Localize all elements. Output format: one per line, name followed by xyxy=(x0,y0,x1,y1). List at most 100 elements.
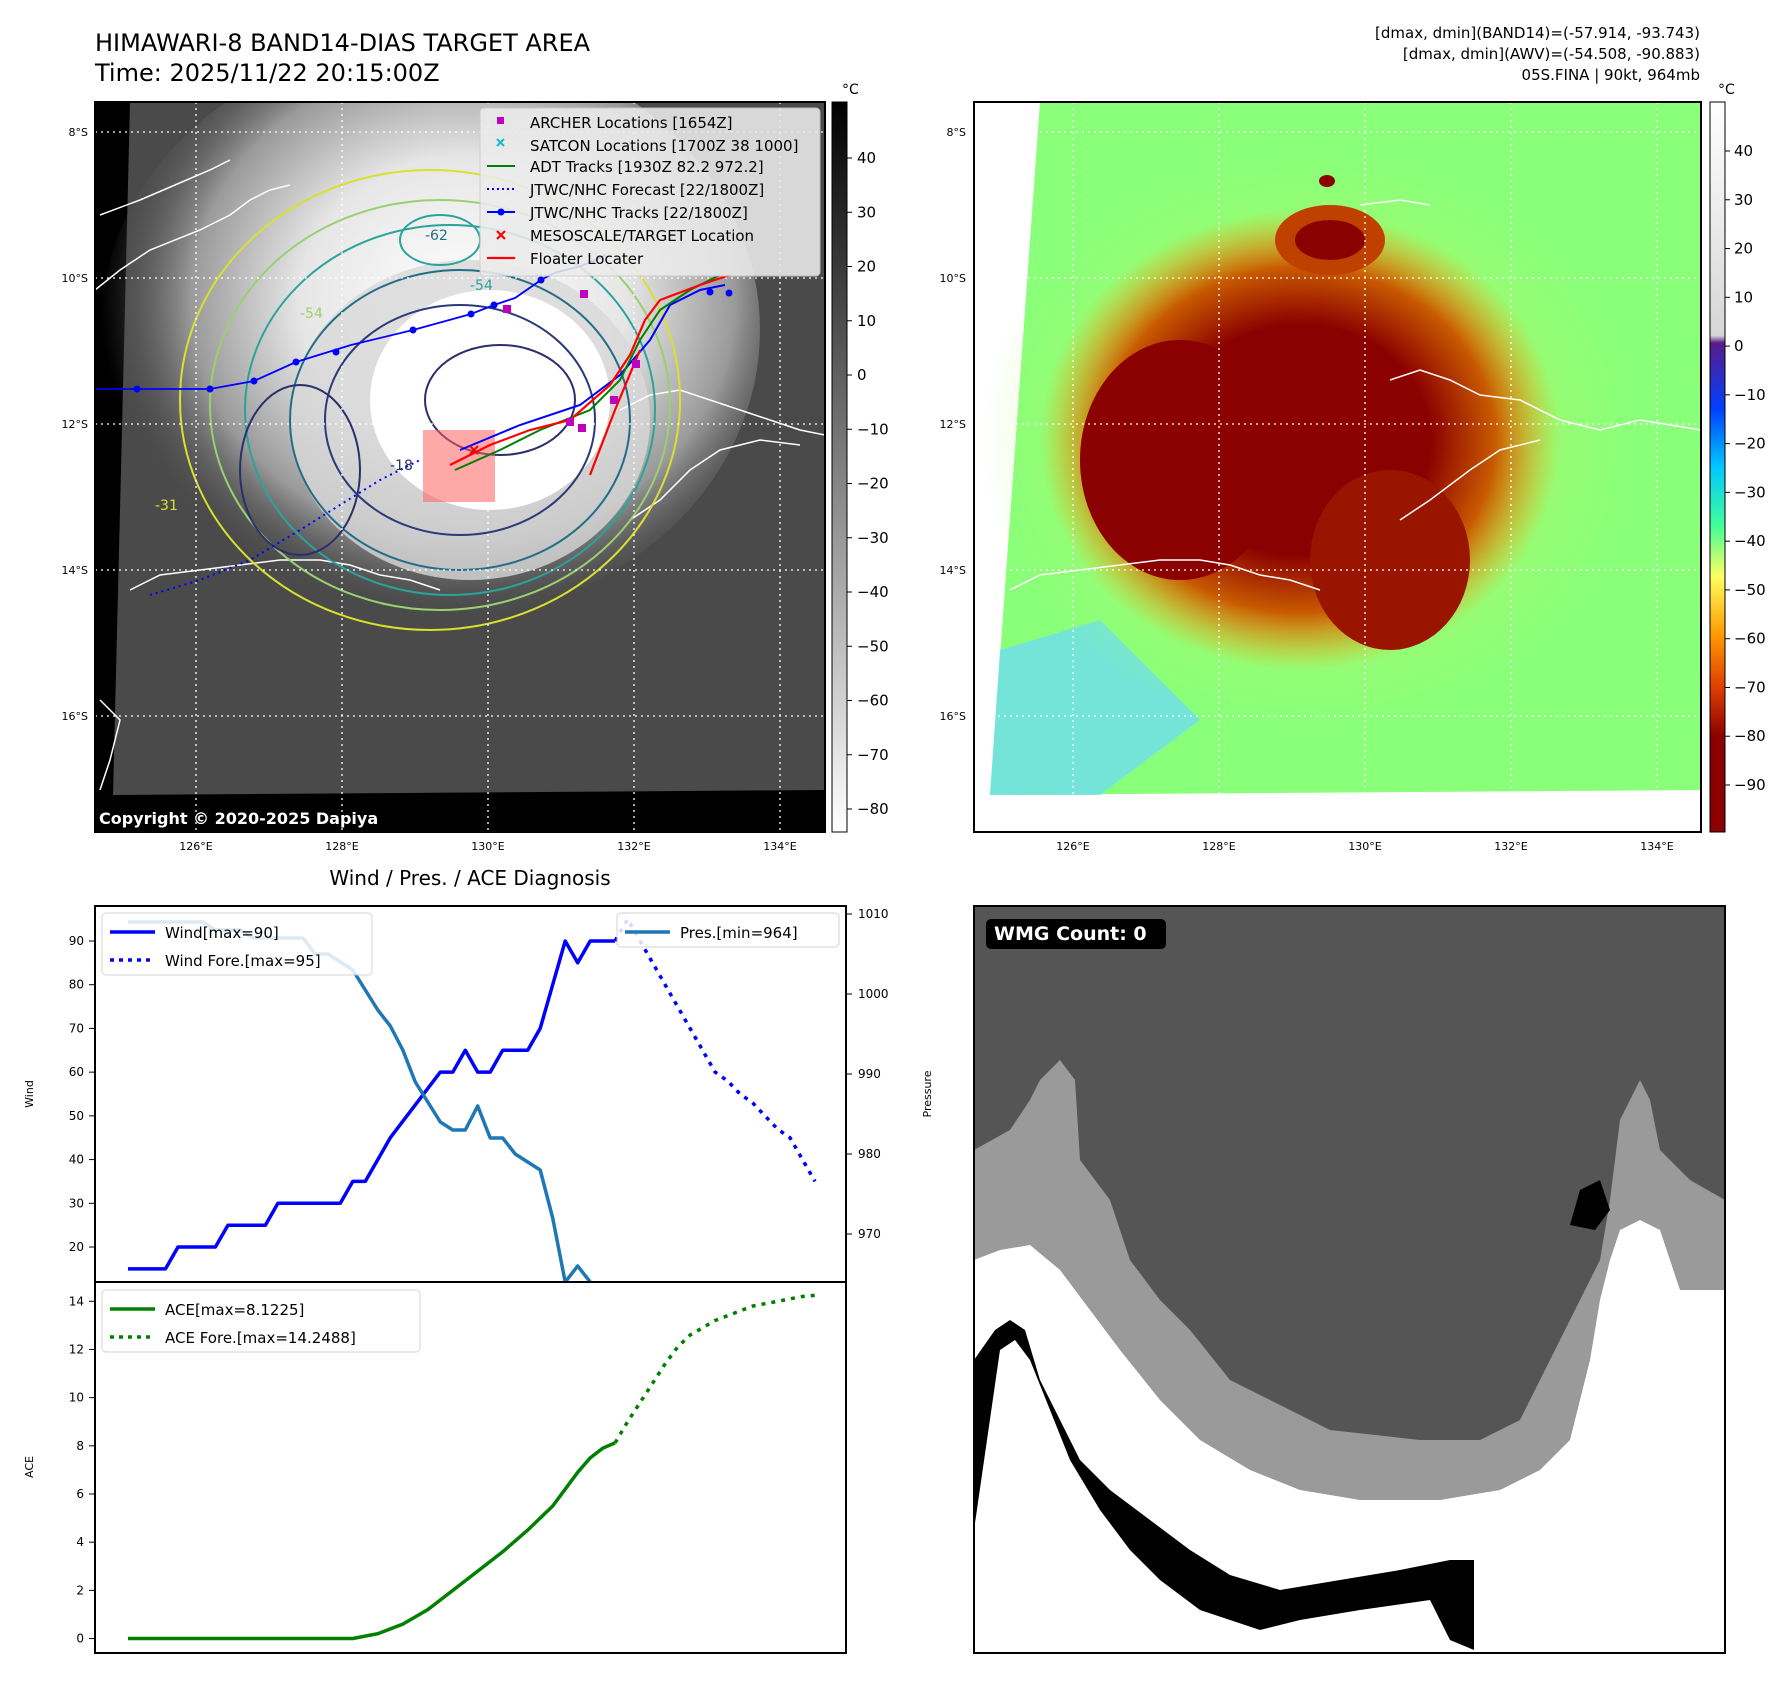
y-tick-label: 10 xyxy=(69,1391,84,1405)
colorbar-tick-label: −20 xyxy=(857,475,889,493)
awv-map-lat-labels: 8°S 10°S 12°S 14°S 16°S xyxy=(940,126,966,723)
target-area-box xyxy=(423,430,495,502)
contour-label: -62 xyxy=(425,228,448,244)
y-tick-label: 6 xyxy=(76,1487,84,1501)
ir-map-panel: -54 -31 -18 -54 -62 ARCHER Locations [16… xyxy=(62,101,826,853)
lat-label: 8°S xyxy=(947,126,966,139)
ace-chart: 0 2 4 6 8 10 12 14 ACE ACE[max=8.1225] ACE Fore… xyxy=(23,1281,847,1654)
info-awv: [dmax, dmin](AWV)=(-54.508, -90.883) xyxy=(1403,45,1700,63)
lon-label: 126°E xyxy=(179,840,212,853)
legend-marker-square xyxy=(497,117,504,124)
legend-marker-x xyxy=(496,230,506,240)
colorbar-tick-label: −60 xyxy=(857,692,889,710)
wind-axis-label: Wind xyxy=(23,1080,36,1108)
y-tick-label: 0 xyxy=(76,1632,84,1646)
wmg-count-badge xyxy=(986,919,1166,949)
pressure-axis-label: Pressure xyxy=(921,1070,934,1117)
colorbar-tick-label: 30 xyxy=(857,203,876,221)
svg-text:ADT Tracks [1930Z 82.2 972.2]: ADT Tracks [1930Z 82.2 972.2] xyxy=(530,158,764,176)
y-tick-label: 1000 xyxy=(858,987,889,1001)
wmg-black-region xyxy=(974,1320,1474,1650)
contour-label: -54 xyxy=(300,306,323,322)
svg-text:MESOSCALE/TARGET Location: MESOSCALE/TARGET Location xyxy=(530,227,754,245)
wind-pressure-chart: 20 30 40 50 60 70 80 90 970 980 990 1000 1010 Wind … xyxy=(23,905,934,1284)
contour-label: -31 xyxy=(155,498,178,514)
lon-label: 126°E xyxy=(1056,840,1089,853)
colorbar-tick-label: 40 xyxy=(1734,142,1753,160)
lon-label: 134°E xyxy=(1640,840,1673,853)
colorbar-tick-label: −50 xyxy=(857,637,889,655)
lon-label: 130°E xyxy=(1348,840,1381,853)
legend-item-archer: ARCHER Locations [1654Z] xyxy=(497,114,733,132)
colorbar-tick-label: −70 xyxy=(857,746,889,764)
colorbar-tick-label: −60 xyxy=(1734,630,1766,648)
svg-text:JTWC/NHC Tracks [22/1800Z]: JTWC/NHC Tracks [22/1800Z] xyxy=(529,204,748,222)
ir-map-lat-labels: 8°S 10°S 12°S 14°S 16°S xyxy=(62,126,88,723)
colorbar-tick-label: −30 xyxy=(1734,483,1766,501)
y-tick-label: 12 xyxy=(69,1342,84,1356)
y-tick-label: 8 xyxy=(76,1439,84,1453)
lat-label: 10°S xyxy=(62,272,88,285)
colorbar-tick-label: 10 xyxy=(1734,288,1753,306)
colorbar-unit: °C xyxy=(842,82,859,98)
awv-map-lon-labels: 126°E 128°E 130°E 132°E 134°E xyxy=(1056,840,1673,853)
legend-label: ACE Fore.[max=14.2488] xyxy=(165,1329,356,1347)
y-tick-label: 80 xyxy=(69,978,84,992)
y-tick-label: 980 xyxy=(858,1147,881,1161)
ace-legend: ACE[max=8.1225] ACE Fore.[max=14.2488] xyxy=(101,1289,421,1353)
pressure-legend: Pres.[min=964] xyxy=(616,912,840,948)
lat-label: 12°S xyxy=(62,418,88,431)
colorbar-tick-label: 10 xyxy=(857,312,876,330)
legend-item-target: MESOSCALE/TARGET Location xyxy=(496,227,754,245)
series-line-ace xyxy=(128,1441,616,1641)
y-tick-label: 4 xyxy=(76,1535,84,1549)
y-tick-label: 1010 xyxy=(858,907,889,921)
legend-item-satcon: SATCON Locations [1700Z 38 1000] xyxy=(496,137,798,155)
legend-label: ACE[max=8.1225] xyxy=(165,1301,304,1319)
colorbar-tick-label: 20 xyxy=(1734,240,1753,258)
legend-label: Wind[max=90] xyxy=(165,924,279,942)
lon-label: 132°E xyxy=(1494,840,1527,853)
y-tick-label: 70 xyxy=(69,1021,84,1035)
series-line-ace-fore xyxy=(613,1293,816,1444)
y-tick-label: 990 xyxy=(858,1067,881,1081)
awv-map-frame xyxy=(973,101,1702,833)
copyright-notice: Copyright © 2020-2025 Dapiya xyxy=(99,809,378,828)
colorbar-tick-label: 0 xyxy=(857,366,867,384)
legend-item-tracks: JTWC/NHC Tracks [22/1800Z] xyxy=(487,204,748,222)
ir-map-frame xyxy=(94,101,826,833)
legend-item-forecast: JTWC/NHC Forecast [22/1800Z] xyxy=(487,181,764,199)
series-line-wind-fore xyxy=(613,917,817,1183)
lat-label: 8°S xyxy=(69,126,88,139)
colorbar-tick-label: −10 xyxy=(857,420,889,438)
colorbar-tick-label: −40 xyxy=(857,583,889,601)
info-band14: [dmax, dmin](BAND14)=(-57.914, -93.743) xyxy=(1375,24,1700,42)
gray-colorbar: °C 40 30 20 10 0 −10 −20 −30 −40 −50 −60 −70 −80 xyxy=(831,82,889,833)
lon-label: 134°E xyxy=(763,840,796,853)
colorbar-tick-label: −90 xyxy=(1734,776,1766,794)
contour-label: -54 xyxy=(470,278,493,294)
colorbar-tick-label: −70 xyxy=(1734,678,1766,696)
wmg-count-label: WMG Count: 0 xyxy=(994,923,1147,945)
y-tick-label: 2 xyxy=(76,1583,84,1597)
svg-text:Floater Locater: Floater Locater xyxy=(530,250,644,268)
awv-imagery xyxy=(974,102,1701,832)
colorbar-tick-label: 20 xyxy=(857,258,876,276)
colorbar-tick-label: −80 xyxy=(857,800,889,818)
lat-label: 10°S xyxy=(940,272,966,285)
y-tick-label: 60 xyxy=(69,1065,84,1079)
y-tick-label: 40 xyxy=(69,1153,84,1167)
colorbar-tick-label: −80 xyxy=(1734,727,1766,745)
colorbar-unit: °C xyxy=(1718,82,1735,98)
y-tick-label: 14 xyxy=(69,1294,84,1308)
legend-item-floater: Floater Locater xyxy=(487,250,644,268)
awv-map-panel: 8°S 10°S 12°S 14°S 16°S 126°E 128°E 130°… xyxy=(940,101,1702,853)
colorbar-tick-label: 0 xyxy=(1734,337,1744,355)
legend-item-adt: ADT Tracks [1930Z 82.2 972.2] xyxy=(487,158,764,176)
figure-time: Time: 2025/11/22 20:15:00Z xyxy=(94,59,440,87)
lat-label: 16°S xyxy=(940,710,966,723)
series-line-wind xyxy=(128,939,616,1271)
colorbar-tick-label: −50 xyxy=(1734,581,1766,599)
lat-label: 16°S xyxy=(62,710,88,723)
